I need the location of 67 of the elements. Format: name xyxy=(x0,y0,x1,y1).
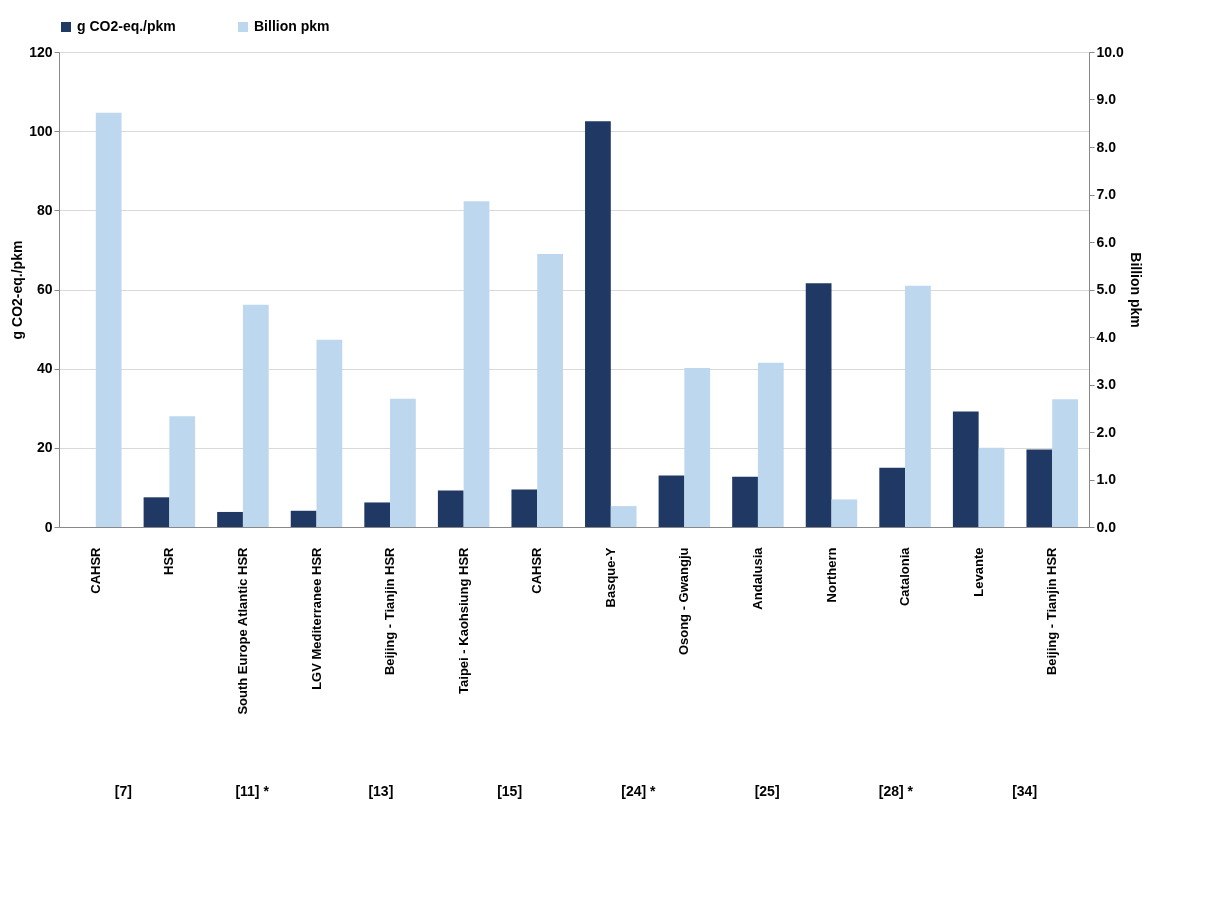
bar xyxy=(757,362,784,527)
y2-tick-label: 0.0 xyxy=(1096,518,1117,535)
x-tick-label: Osong - Gwangju xyxy=(676,547,692,656)
bar xyxy=(879,467,906,527)
y2-tick-label: 3.0 xyxy=(1096,376,1117,392)
bar xyxy=(437,490,464,527)
x-tick-label: Taipei - Kaohsiung HSR xyxy=(455,546,471,694)
bar xyxy=(610,506,637,527)
text: [7] xyxy=(114,783,132,799)
y-tick-label: 120 xyxy=(29,43,53,60)
x-tick-label: CAHSR xyxy=(529,546,545,594)
legend-label: g CO2-eq./pkm xyxy=(77,18,176,34)
y-tick-label: 60 xyxy=(36,281,53,297)
text: [28] * xyxy=(878,783,914,799)
x-tick-label: Beijing - Tianjin HSR xyxy=(382,546,398,676)
y2-tick-label: 4.0 xyxy=(1096,328,1117,345)
text: [15] xyxy=(497,783,523,799)
y-tick-label: 40 xyxy=(36,360,53,377)
x-tick-label: Catalonia xyxy=(897,546,913,607)
y2-tick-label: 2.0 xyxy=(1096,423,1117,440)
x-tick-label: Basque-Y xyxy=(602,547,618,608)
x-tick-label: LGV Mediterranee HSR xyxy=(308,546,324,690)
text: [13] xyxy=(368,783,394,799)
bar xyxy=(905,285,931,527)
bar xyxy=(805,283,832,527)
x-tick-label: Andalusia xyxy=(749,546,765,610)
x-tick-label: Northern xyxy=(823,547,839,603)
y2-axis-title: Billion pkm xyxy=(1127,252,1144,328)
bar xyxy=(585,121,611,527)
bar xyxy=(217,511,243,527)
y2-tick-label: 9.0 xyxy=(1096,91,1117,107)
x-tick-label: Beijing - Tianjin HSR xyxy=(1044,546,1060,676)
y-tick-label: 80 xyxy=(36,201,53,218)
legend-label: Billion pkm xyxy=(254,18,330,34)
text: [24] * xyxy=(621,783,657,799)
bar xyxy=(684,367,711,527)
bar xyxy=(169,416,196,527)
y2-tick-label: 10.0 xyxy=(1096,43,1124,60)
y-tick-label: 0 xyxy=(44,518,53,535)
text: [25] xyxy=(754,783,780,799)
y-tick-label: 100 xyxy=(29,122,53,139)
bar xyxy=(732,476,758,527)
y-tick-label: 20 xyxy=(36,439,53,456)
bar xyxy=(463,201,490,527)
x-tick-label: Levante xyxy=(970,547,986,597)
bar xyxy=(290,510,317,527)
bar xyxy=(390,398,416,527)
text: [34] xyxy=(1012,783,1038,799)
bar xyxy=(364,502,391,527)
bar xyxy=(511,489,538,527)
y-axis-title: g CO2-eq./pkm xyxy=(9,240,26,340)
bar xyxy=(658,475,685,527)
y2-tick-label: 8.0 xyxy=(1096,138,1117,155)
bar xyxy=(537,253,563,527)
y2-tick-label: 1.0 xyxy=(1096,471,1117,487)
bar xyxy=(95,112,122,527)
x-tick-label: South Europe Atlantic HSR xyxy=(234,546,250,715)
bar xyxy=(143,497,170,527)
bar xyxy=(316,339,343,527)
y2-tick-label: 6.0 xyxy=(1096,233,1117,250)
text: [11] * xyxy=(235,783,270,799)
bar xyxy=(242,304,269,527)
x-tick-label: HSR xyxy=(161,546,177,575)
y2-tick-label: 5.0 xyxy=(1096,281,1117,297)
y2-tick-label: 7.0 xyxy=(1096,186,1117,202)
bar xyxy=(831,499,858,527)
x-tick-label: CAHSR xyxy=(87,546,103,594)
